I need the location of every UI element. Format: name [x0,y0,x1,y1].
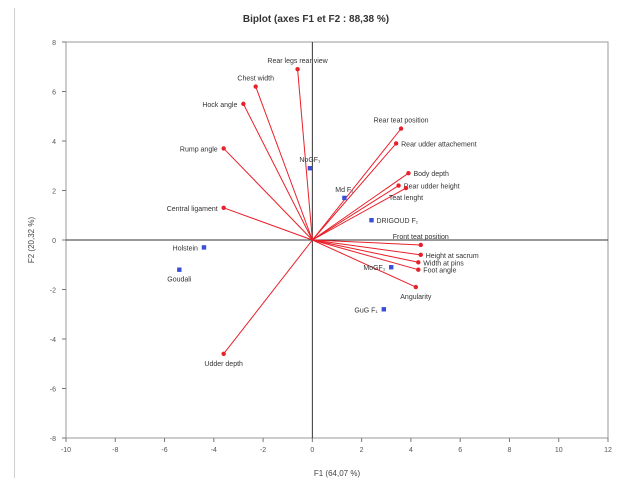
variable-label: Rear udder attachement [401,141,477,148]
chart-title: Biplot (axes F1 et F2 : 88,38 %) [243,14,389,25]
x-axis-label: F1 (64,07 %) [314,469,361,478]
variable-vector-tip [396,183,401,188]
variable-label: Height at sacrum [426,253,479,260]
x-tick-label: 2 [360,447,364,454]
observation-point [177,267,182,272]
variable-label: Front teat position [393,234,449,241]
observation-label: MoGF₁ [363,265,385,272]
variable-vector-tip [241,101,246,107]
y-tick-label: -6 [50,387,56,394]
observation-point [389,265,394,270]
x-tick-label: 0 [310,447,314,454]
variable-vector-tip [406,170,411,176]
x-tick-label: 12 [604,447,612,454]
y-tick-label: -2 [50,288,56,295]
x-tick-label: 8 [508,447,512,454]
x-tick-label: -8 [112,447,118,454]
observation-layer: NoGF₁ Md F₁ DRIGOUD F₁ Holstein Goudali MoGF₁… [167,157,419,314]
x-tick-label: -6 [161,447,167,454]
observation-label: Md F₁ [335,187,354,194]
y-tick-label: 4 [52,139,56,146]
variable-vector-tip [398,126,404,131]
variable-label: Angularity [400,294,432,301]
x-tick-label: 6 [458,447,462,454]
variable-vector-tip [393,141,399,146]
variable-vector [223,207,313,241]
variable-vector [312,239,417,288]
variable-vector-tip [416,260,421,265]
variable-vector-tip [221,205,226,211]
observation-point [201,245,207,250]
x-tick-label: 10 [555,447,563,454]
variable-label: Rear legs rear view [267,58,328,65]
observation-point [307,166,313,171]
axes-layer: -10 -8 -6 -4 -2 0 2 4 6 8 10 12 -8 -6 -4 -2 0 2 4 6 8 [50,40,612,454]
variable-vector [242,103,313,241]
observation-label: NoGF₁ [299,157,321,164]
x-tick-label: -10 [61,447,71,454]
y-tick-label: 6 [52,90,56,97]
variable-vector [297,69,313,241]
variable-vector [312,239,419,263]
vector-layer: Rear legs rear view Chest width Hock angle… [167,58,479,368]
variable-vector [255,86,313,241]
variable-vector [312,185,399,241]
x-tick-label: -2 [260,447,266,454]
variable-label: Central ligament [167,206,218,213]
observation-label: Goudali [167,277,192,284]
variable-vector-tip [418,252,423,258]
variable-vector-tip [221,146,226,151]
variable-vector [223,148,313,241]
variable-vector [312,239,421,256]
observation-label: DRIGOUD F₁ [376,218,418,225]
y-tick-label: 2 [52,189,56,196]
variable-label: Foot angle [423,268,456,275]
variable-label: Teat lenght [389,195,423,202]
variable-vector-tip [418,242,423,248]
observation-point [381,307,387,312]
observation-label: Holstein [173,245,198,252]
variable-label: Rear udder height [404,184,460,191]
variable-vector-tip [295,67,300,72]
variable-vector [311,143,397,241]
variable-label: Rump angle [180,146,218,153]
variable-vector [312,239,419,271]
variable-label: Width at pins [423,260,464,267]
observation-label: GuG F₁ [354,307,378,314]
variable-vector [223,239,313,355]
x-tick-label: 4 [409,447,413,454]
y-tick-label: 0 [52,238,56,245]
observation-point [342,195,347,201]
variable-vector-tip [253,84,258,89]
y-axis-label: F2 (20,32 %) [27,217,36,264]
observation-point [369,218,374,223]
variable-vector-tip [403,185,409,191]
variable-vector-tip [221,351,226,357]
variable-label: Chest width [237,76,274,83]
variable-vector [312,187,407,241]
variable-vector [312,172,409,241]
variable-vector [312,239,421,246]
y-tick-label: -8 [50,436,56,443]
variable-label: Body depth [413,171,449,178]
variable-vector-tip [413,284,419,290]
x-tick-label: -4 [211,447,217,454]
variable-label: Udder depth [204,361,243,368]
variable-label: Rear teat position [374,118,429,125]
y-tick-label: -4 [50,337,56,344]
variable-vector-tip [416,267,421,272]
page-edge-rule [14,8,15,478]
y-tick-label: 8 [52,40,56,47]
variable-label: Hock angle [202,102,237,109]
variable-vector [311,128,402,241]
